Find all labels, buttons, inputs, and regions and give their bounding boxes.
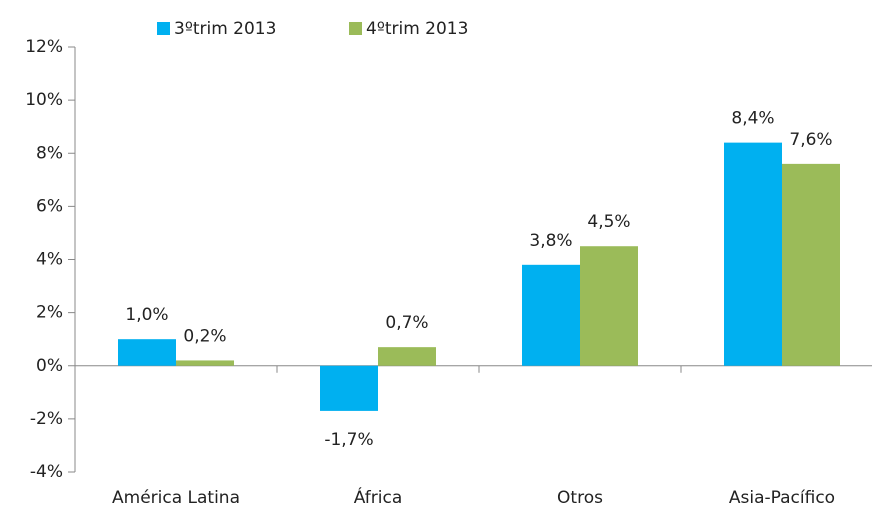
y-tick-label: -4% <box>30 462 63 482</box>
value-label: 1,0% <box>125 305 168 325</box>
bar <box>118 339 176 366</box>
bar <box>782 163 840 366</box>
y-tick-label: 12% <box>25 37 63 57</box>
bar <box>724 142 782 366</box>
y-tick-label: 6% <box>36 196 63 216</box>
y-tick-label: 8% <box>36 143 63 163</box>
bar <box>378 347 436 366</box>
y-tick-label: 2% <box>36 303 63 323</box>
legend-swatch <box>157 22 170 35</box>
value-label: 0,7% <box>385 313 428 333</box>
y-tick-label: 0% <box>36 356 63 376</box>
value-label: 7,6% <box>789 130 832 150</box>
value-label: 8,4% <box>731 109 774 129</box>
value-label: 0,2% <box>183 326 226 346</box>
bar <box>522 264 580 366</box>
y-tick-label: -2% <box>30 409 63 429</box>
value-label: -1,7% <box>324 430 373 450</box>
value-label: 3,8% <box>529 231 572 251</box>
legend-label: 3ºtrim 2013 <box>174 19 276 39</box>
legend-swatch <box>349 22 362 35</box>
value-label: 4,5% <box>587 212 630 232</box>
y-tick-label: 4% <box>36 250 63 270</box>
bar <box>320 365 378 411</box>
x-tick-label: Otros <box>557 488 603 508</box>
bar <box>580 246 638 366</box>
bar <box>176 360 234 366</box>
y-tick-label: 10% <box>25 90 63 110</box>
x-tick-label: Asia-Pacífico <box>729 488 835 508</box>
x-tick-label: África <box>354 486 403 508</box>
x-tick-label: América Latina <box>112 488 240 508</box>
legend-label: 4ºtrim 2013 <box>366 19 468 39</box>
